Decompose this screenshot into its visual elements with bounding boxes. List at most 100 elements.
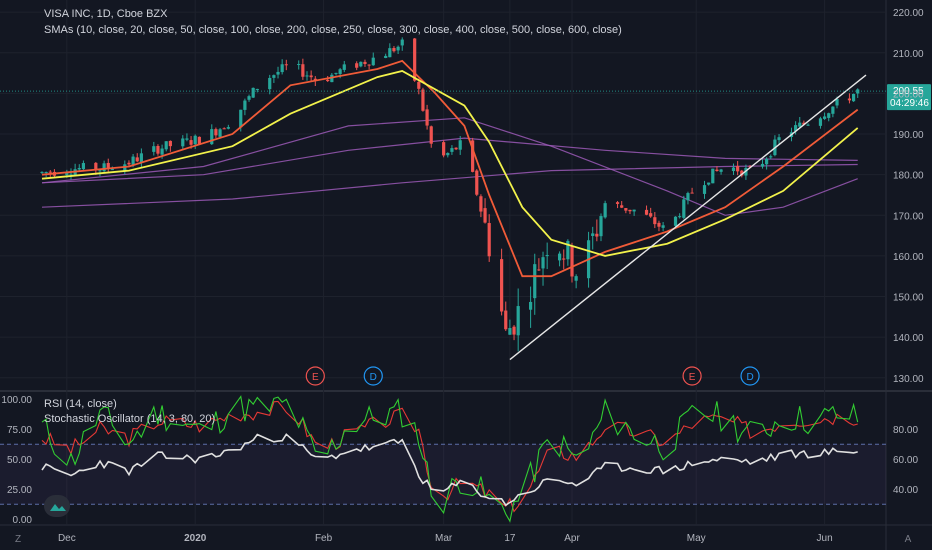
candle-body: [384, 55, 388, 58]
candle-body: [570, 245, 574, 277]
candle-body: [777, 137, 781, 141]
price-tick-label: 140.00: [893, 333, 924, 344]
candle-body: [446, 152, 450, 156]
osc-right-tick-label: 60.00: [893, 455, 918, 466]
candle-body: [40, 171, 44, 173]
time-tick-label: Dec: [58, 533, 76, 544]
candle-body: [566, 240, 570, 260]
candle-body: [644, 209, 649, 215]
trendline[interactable]: [509, 74, 867, 361]
candle-body: [620, 205, 624, 208]
candle-body: [342, 64, 346, 70]
candle-body: [189, 140, 193, 145]
candle-body: [77, 167, 81, 170]
candle-body: [355, 63, 359, 68]
candle-body: [557, 253, 562, 261]
candle-body: [603, 203, 607, 218]
candle-body: [226, 127, 230, 129]
candle-body: [760, 163, 765, 167]
candle-body: [280, 64, 284, 73]
candle-body: [851, 93, 856, 102]
osc-right-tick-label: 40.00: [893, 485, 918, 496]
rsi-legend[interactable]: RSI (14, close): [44, 398, 117, 410]
price-tick-label: 190.00: [893, 130, 924, 141]
candle-body: [483, 208, 487, 223]
candle-body: [686, 193, 690, 201]
dividend-marker[interactable]: [363, 366, 383, 386]
candle-body: [545, 255, 549, 257]
candle-body: [533, 264, 537, 299]
candle-body: [197, 136, 201, 145]
candle-body: [429, 126, 433, 144]
candle-body: [649, 213, 653, 217]
candle-body: [678, 216, 682, 218]
candle-body: [102, 163, 106, 172]
osc-left-tick-label: 100.00: [1, 395, 32, 406]
symbol-title[interactable]: VISA INC, 1D, Cboe BZX: [44, 8, 168, 20]
sma-line-sma20: [41, 70, 859, 257]
candle-body: [272, 75, 276, 78]
rsi-band: [0, 444, 886, 505]
oscillator-pane[interactable]: [0, 395, 886, 523]
candle-body: [214, 129, 218, 136]
event-label: E: [312, 372, 319, 383]
candle-body: [160, 148, 164, 155]
price-tick-label: 200.00: [893, 89, 924, 100]
auto-scale-button[interactable]: A: [904, 534, 912, 545]
candle-body: [94, 162, 98, 171]
axes: 130.00140.00150.00160.00170.00180.00190.…: [1, 8, 924, 544]
candle-body: [450, 148, 454, 152]
candle-body: [210, 129, 214, 145]
earnings-marker[interactable]: [682, 366, 702, 386]
stoch-legend[interactable]: Stochastic Oscillator (14, 3, 80, 20): [44, 413, 216, 425]
price-tick-label: 130.00: [893, 374, 924, 385]
candle-body: [284, 64, 288, 66]
earnings-marker[interactable]: [305, 366, 325, 386]
time-tick-label: Mar: [435, 533, 453, 544]
candle-body: [247, 96, 251, 100]
candle-body: [615, 202, 620, 204]
rsi-line: [41, 433, 858, 507]
price-badge-countdown: 04:29:46: [890, 98, 929, 109]
candle-body: [827, 113, 831, 118]
candle-body: [309, 75, 313, 78]
dividend-marker[interactable]: [740, 366, 760, 386]
candle-body: [719, 169, 723, 172]
candle-body: [529, 301, 533, 310]
candle-body: [98, 170, 102, 172]
sma-legend[interactable]: SMAs (10, close, 20, close, 50, close, 1…: [44, 24, 622, 36]
candle-body: [802, 122, 806, 125]
candle-body: [400, 39, 404, 46]
logo-icon: [50, 504, 66, 511]
candle-body: [454, 147, 458, 150]
candle-body: [504, 310, 508, 330]
candle-body: [487, 223, 491, 257]
candle-body: [541, 257, 545, 269]
timezone-button[interactable]: Z: [14, 534, 22, 545]
candle-body: [740, 170, 744, 176]
osc-left-tick-label: 25.00: [7, 485, 32, 496]
candle-body: [599, 216, 603, 237]
tradingview-logo[interactable]: [44, 495, 70, 517]
candle-body: [831, 106, 835, 114]
candle-body: [818, 118, 823, 126]
candle-body: [798, 122, 802, 127]
candle-body: [243, 100, 247, 110]
price-badge[interactable]: [887, 84, 931, 111]
candle-body: [218, 129, 222, 137]
candle-body: [81, 163, 86, 170]
candle-body: [185, 138, 189, 140]
candle-body: [371, 57, 375, 66]
candle-body: [624, 208, 628, 211]
event-label: D: [746, 372, 753, 383]
candle-body: [268, 77, 272, 90]
candle-body: [168, 140, 172, 147]
candle-body: [690, 192, 694, 194]
candle-body: [392, 48, 396, 52]
candle-body: [359, 61, 363, 67]
osc-left-tick-label: 75.00: [7, 425, 32, 436]
